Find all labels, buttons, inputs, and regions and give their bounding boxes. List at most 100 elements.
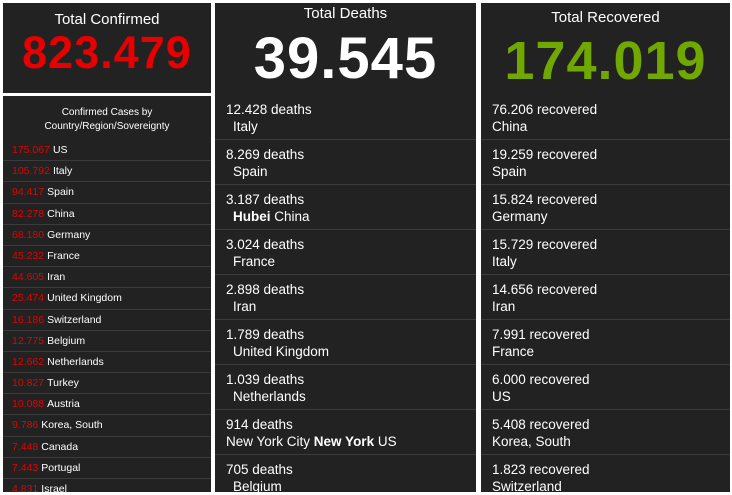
list-item[interactable]: 12.428 deaths Italy [215,95,476,140]
place-name: Austria [47,398,80,411]
list-item[interactable]: 5.408 recovered Korea, South [481,410,730,455]
total-deaths-value: 39.545 [253,26,438,91]
place-name: Switzerland [47,313,102,326]
place-name: Canada [41,440,79,453]
place-name: France [492,344,535,359]
confirmed-cases-list-panel: Confirmed Cases by Country/Region/Sovere… [3,96,211,492]
list-item[interactable]: 12.775 Belgium [3,331,211,352]
place-name: Germany [492,209,548,224]
list-item[interactable]: 76.206 recovered China [481,95,730,140]
confirmed-count: 12.775 [12,334,45,347]
place-name: United Kingdom [233,344,330,359]
recovered-count: 76.206 recovered [492,102,598,117]
list-item[interactable]: 10.827 Turkey [3,373,211,395]
list-item[interactable]: 44.605 Iran [3,267,211,289]
list-item[interactable]: 3.024 deaths France [215,230,476,275]
confirmed-list: 175.067 US 105.792 Italy 94.417 Spain 82.27… [3,140,211,492]
death-count: 12.428 deaths [226,102,312,117]
total-confirmed-title: Total Confirmed [54,11,160,28]
list-item[interactable]: 8.269 deaths Spain [215,140,476,185]
confirmed-count: 175.067 [12,144,50,156]
list-item[interactable]: 82.278 China [3,204,211,225]
place-name: Belgium [47,334,86,347]
total-confirmed-value: 823.479 [22,27,192,78]
place-name: Korea, South [41,419,103,432]
place-name: China [492,119,528,134]
list-item[interactable]: 175.067 US [3,140,211,162]
list-item[interactable]: 15.824 recovered Germany [481,185,730,230]
list-item[interactable]: 1.789 deaths United Kingdom [215,320,476,365]
list-item[interactable]: 25.474 United Kingdom [3,288,211,310]
list-item[interactable]: 7.448 Canada [3,437,211,458]
recovered-count: 14.656 recovered [492,282,598,297]
death-count: 2.898 deaths [226,282,305,297]
list-item[interactable]: 19.259 recovered Spain [481,140,730,185]
total-recovered-value: 174.019 [504,31,707,91]
place-name: Netherlands [47,355,104,368]
recovered-count: 15.824 recovered [492,192,598,207]
recovered-count: 19.259 recovered [492,147,598,162]
list-item[interactable]: 2.898 deaths Iran [215,275,476,320]
place-name: Iran [492,299,516,314]
place-name: Switzerland [492,479,562,492]
death-count: 3.187 deaths [226,192,305,207]
total-deaths-panel: Total Deaths 39.545 12.428 deaths Italy 8… [215,3,476,492]
list-item[interactable]: 45.232 France [3,246,211,268]
list-item[interactable]: 9.786 Korea, South [3,415,211,437]
place-name: Spain [492,164,527,179]
place-name: Israel [41,483,67,492]
recovered-count: 7.991 recovered [492,327,590,342]
list-item[interactable]: 12.662 Netherlands [3,352,211,374]
place-name: Germany [47,228,91,241]
place-name: US [52,144,68,156]
list-item[interactable]: 94.417 Spain [3,182,211,204]
list-item[interactable]: 10.088 Austria [3,394,211,416]
list-item[interactable]: 68.180 Germany [3,225,211,246]
list-item[interactable]: 1.823 recovered Switzerland [481,455,730,492]
list-item[interactable]: 14.656 recovered Iran [481,275,730,320]
total-confirmed-panel: Total Confirmed 823.479 [3,3,211,93]
confirmed-count: 7.448 [12,440,39,453]
death-count: 8.269 deaths [226,147,305,162]
list-item[interactable]: 6.000 recovered US [481,365,730,410]
recovered-count: 1.823 recovered [492,462,590,477]
confirmed-count: 68.180 [12,228,45,241]
list-item[interactable]: 15.729 recovered Italy [481,230,730,275]
list-item[interactable]: 914 deaths New York City New York US [215,410,476,455]
list-item[interactable]: 4.831 Israel [3,479,211,492]
death-count: 705 deaths [226,462,293,477]
place-name: Iran [47,271,66,284]
confirmed-count: 16.186 [12,313,45,326]
list-item[interactable]: 7.991 recovered France [481,320,730,365]
place-name: New York City New York US [226,434,397,449]
list-item[interactable]: 16.186 Switzerland [3,310,211,331]
total-recovered-title: Total Recovered [551,9,660,26]
recovered-count: 6.000 recovered [492,372,590,387]
place-name: Iran [233,299,257,314]
recovered-count: 15.729 recovered [492,237,598,252]
list-item[interactable]: 705 deaths Belgium [215,455,476,492]
confirmed-list-title: Confirmed Cases by Country/Region/Sovere… [44,107,170,132]
recovered-count: 5.408 recovered [492,417,590,432]
deaths-list: 12.428 deaths Italy 8.269 deaths Spain 3.1… [215,95,476,492]
confirmed-count: 4.831 [12,483,39,492]
list-item[interactable]: 105.792 Italy [3,161,211,183]
confirmed-count: 82.278 [12,207,45,220]
list-item[interactable]: 7.443 Portugal [3,458,211,479]
list-item[interactable]: 1.039 deaths Netherlands [215,365,476,410]
death-count: 914 deaths [226,417,293,432]
recovered-list: 76.206 recovered China 19.259 recovered Sp… [481,95,730,492]
place-name: United Kingdom [47,292,122,305]
place-name: China [47,207,75,220]
death-count: 3.024 deaths [226,237,305,252]
confirmed-count: 10.827 [12,377,45,390]
list-item[interactable]: 3.187 deaths Hubei China [215,185,476,230]
confirmed-count: 45.232 [12,249,45,262]
confirmed-count: 25.474 [12,292,45,305]
total-recovered-panel: Total Recovered 174.019 76.206 recovered… [481,3,730,492]
death-count: 1.039 deaths [226,372,305,387]
place-name: France [233,254,276,269]
place-name: Italy [233,119,258,134]
place-name: Spain [233,164,268,179]
death-count: 1.789 deaths [226,327,305,342]
